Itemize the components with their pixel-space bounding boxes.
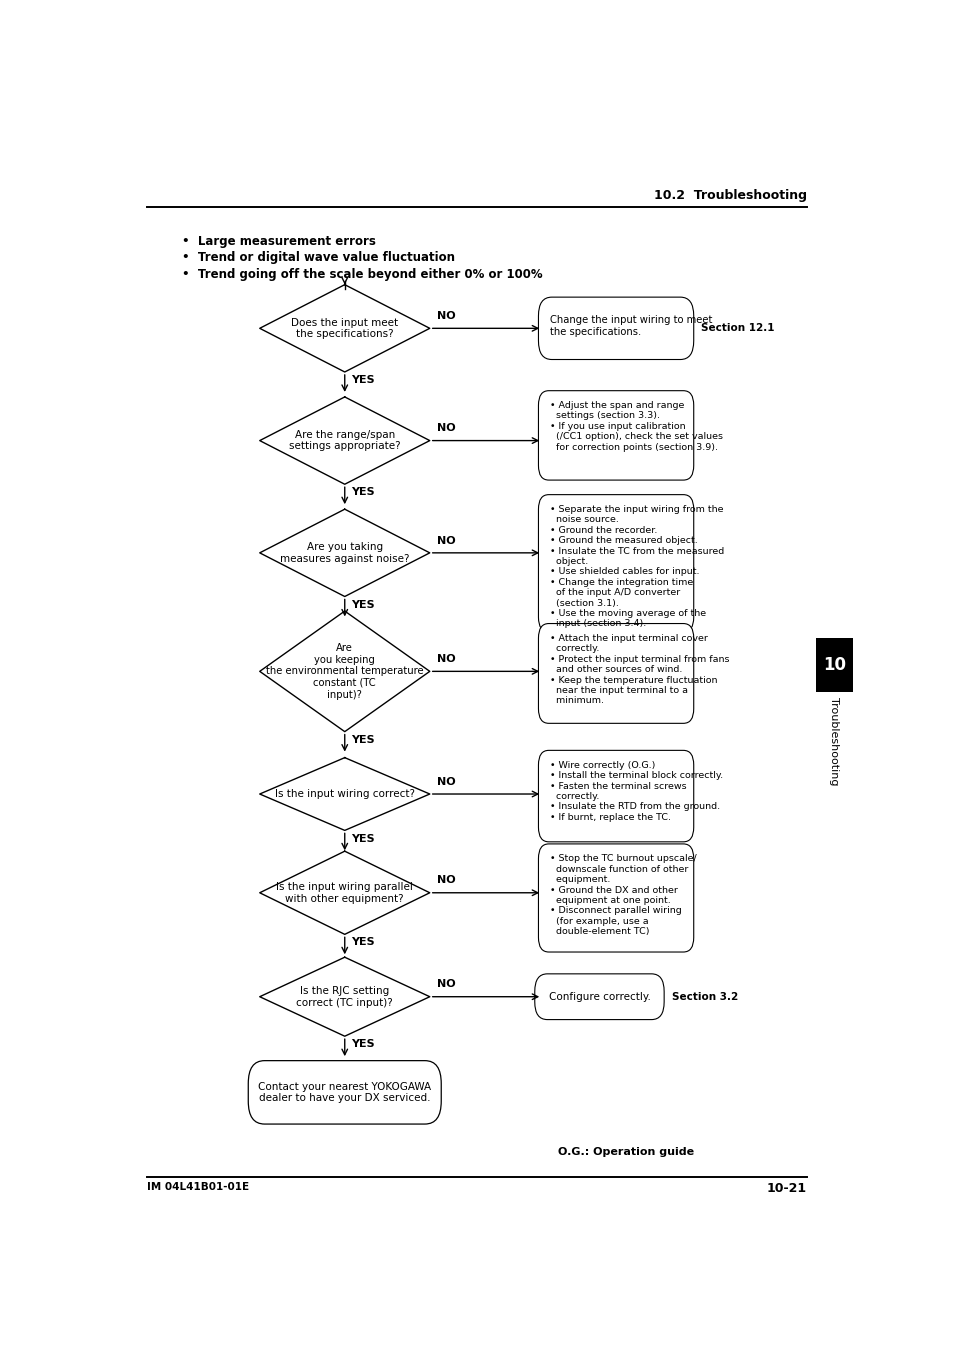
Text: Section 12.1: Section 12.1 (700, 323, 774, 333)
Text: Troubleshooting: Troubleshooting (828, 698, 839, 786)
Text: IM 04L41B01-01E: IM 04L41B01-01E (147, 1181, 249, 1192)
Text: Is the input wiring correct?: Is the input wiring correct? (274, 788, 415, 799)
Text: NO: NO (436, 980, 456, 990)
FancyBboxPatch shape (248, 1061, 441, 1125)
FancyBboxPatch shape (535, 973, 663, 1019)
Text: O.G.: Operation guide: O.G.: Operation guide (558, 1148, 693, 1157)
Text: 10: 10 (821, 656, 844, 674)
FancyBboxPatch shape (537, 844, 693, 952)
FancyBboxPatch shape (815, 639, 852, 693)
Text: • Separate the input wiring from the
  noise source.
• Ground the recorder.
• Gr: • Separate the input wiring from the noi… (549, 505, 723, 629)
FancyBboxPatch shape (537, 494, 693, 632)
Text: NO: NO (436, 310, 456, 321)
Text: • Attach the input terminal cover
  correctly.
• Protect the input terminal from: • Attach the input terminal cover correc… (549, 634, 728, 705)
Text: Configure correctly.: Configure correctly. (548, 992, 650, 1002)
Text: • Stop the TC burnout upscale/
  downscale function of other
  equipment.
• Grou: • Stop the TC burnout upscale/ downscale… (549, 855, 696, 936)
Text: •  Trend or digital wave value fluctuation: • Trend or digital wave value fluctuatio… (182, 251, 455, 265)
Text: Section 3.2: Section 3.2 (671, 992, 737, 1002)
Text: NO: NO (436, 655, 456, 664)
Text: •  Trend going off the scale beyond either 0% or 100%: • Trend going off the scale beyond eithe… (182, 269, 542, 281)
Text: Does the input meet
the specifications?: Does the input meet the specifications? (291, 317, 398, 339)
Text: Is the RJC setting
correct (TC input)?: Is the RJC setting correct (TC input)? (296, 986, 393, 1007)
Text: • Adjust the span and range
  settings (section 3.3).
• If you use input calibra: • Adjust the span and range settings (se… (549, 401, 721, 452)
Text: NO: NO (436, 536, 456, 545)
FancyBboxPatch shape (537, 624, 693, 724)
Text: Is the input wiring parallel
with other equipment?: Is the input wiring parallel with other … (276, 882, 413, 903)
Text: YES: YES (351, 833, 374, 844)
Text: 10.2  Troubleshooting: 10.2 Troubleshooting (653, 189, 806, 201)
Text: YES: YES (351, 734, 374, 745)
Text: YES: YES (351, 1040, 374, 1049)
Text: 10-21: 10-21 (766, 1181, 806, 1195)
Text: YES: YES (351, 937, 374, 948)
Text: Are you taking
measures against noise?: Are you taking measures against noise? (280, 543, 409, 564)
Text: Are
you keeping
the environmental temperature
constant (TC
input)?: Are you keeping the environmental temper… (266, 643, 423, 699)
Text: NO: NO (436, 776, 456, 787)
Text: Are the range/span
settings appropriate?: Are the range/span settings appropriate? (289, 429, 400, 451)
Text: YES: YES (351, 487, 374, 497)
FancyBboxPatch shape (537, 390, 693, 481)
Text: •  Large measurement errors: • Large measurement errors (182, 235, 375, 248)
FancyBboxPatch shape (537, 297, 693, 359)
Text: Contact your nearest YOKOGAWA
dealer to have your DX serviced.: Contact your nearest YOKOGAWA dealer to … (258, 1081, 431, 1103)
Text: • Wire correctly (O.G.)
• Install the terminal block correctly.
• Fasten the ter: • Wire correctly (O.G.) • Install the te… (549, 761, 722, 822)
FancyBboxPatch shape (537, 751, 693, 842)
Text: Change the input wiring to meet
the specifications.: Change the input wiring to meet the spec… (549, 316, 711, 338)
Text: YES: YES (351, 375, 374, 385)
Text: YES: YES (351, 599, 374, 610)
Text: NO: NO (436, 876, 456, 886)
Text: NO: NO (436, 424, 456, 433)
